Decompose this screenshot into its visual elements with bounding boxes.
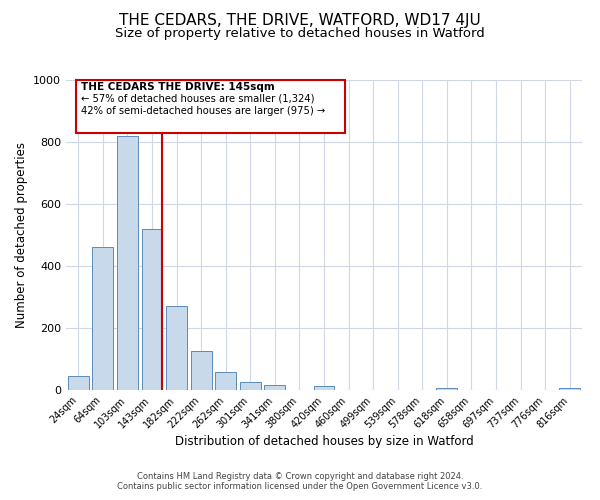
Text: 42% of semi-detached houses are larger (975) →: 42% of semi-detached houses are larger (…: [82, 106, 326, 117]
Text: THE CEDARS THE DRIVE: 145sqm: THE CEDARS THE DRIVE: 145sqm: [82, 82, 275, 92]
Bar: [240, 382, 261, 390]
Bar: [215, 372, 236, 390]
Text: ← 57% of detached houses are smaller (1,324): ← 57% of detached houses are smaller (1,…: [82, 94, 315, 104]
Bar: [166, 306, 187, 390]
X-axis label: Distribution of detached houses by size in Watford: Distribution of detached houses by size …: [175, 436, 473, 448]
Text: Contains public sector information licensed under the Open Government Licence v3: Contains public sector information licen…: [118, 482, 482, 491]
Bar: [117, 136, 138, 390]
FancyBboxPatch shape: [76, 80, 344, 132]
Bar: [436, 388, 457, 390]
Y-axis label: Number of detached properties: Number of detached properties: [14, 142, 28, 328]
Bar: [191, 351, 212, 390]
Bar: [265, 386, 286, 390]
Text: THE CEDARS, THE DRIVE, WATFORD, WD17 4JU: THE CEDARS, THE DRIVE, WATFORD, WD17 4JU: [119, 12, 481, 28]
Bar: [314, 386, 334, 390]
Bar: [68, 376, 89, 390]
Bar: [559, 388, 580, 390]
Bar: [92, 248, 113, 390]
Text: Size of property relative to detached houses in Watford: Size of property relative to detached ho…: [115, 28, 485, 40]
Text: Contains HM Land Registry data © Crown copyright and database right 2024.: Contains HM Land Registry data © Crown c…: [137, 472, 463, 481]
Bar: [142, 229, 163, 390]
